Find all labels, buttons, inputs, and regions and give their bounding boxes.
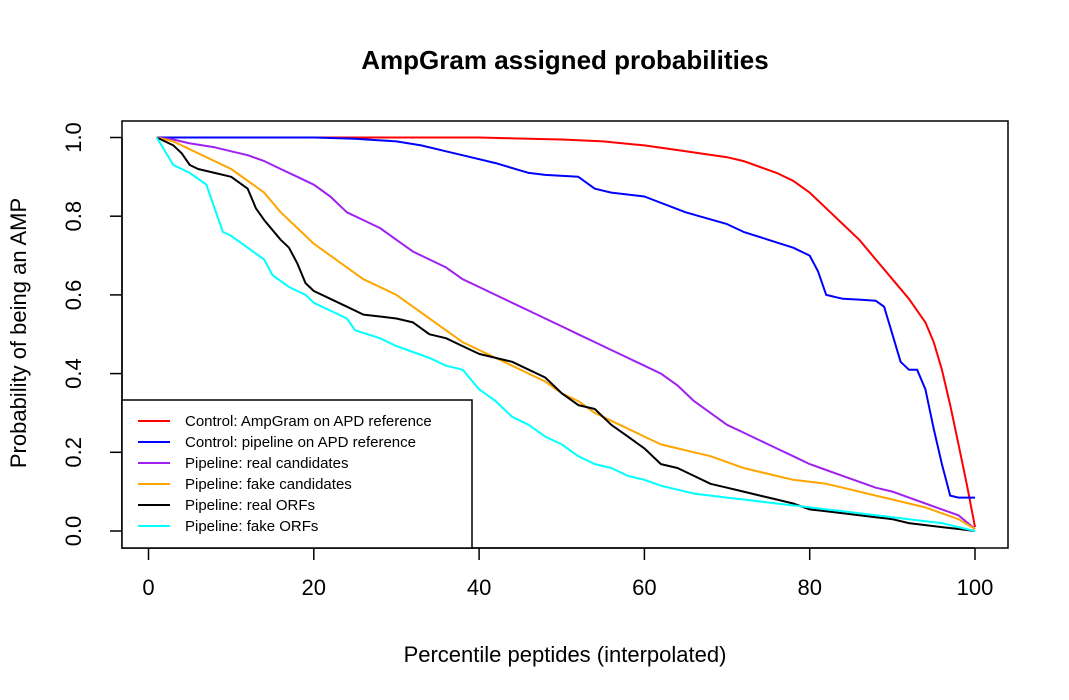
legend-label: Pipeline: real ORFs [185,497,315,514]
y-tick-label: 0.0 [61,516,86,547]
x-axis: 0 20 40 60 80 100 [142,547,994,600]
y-tick-label: 0.2 [61,437,86,468]
legend-label: Pipeline: fake ORFs [185,518,318,535]
x-tick-label: 40 [467,575,491,600]
x-tick-label: 0 [142,575,154,600]
y-axis-label: Probability of being an AMP [6,198,31,468]
x-tick-label: 80 [797,575,821,600]
series-line-5 [156,136,976,532]
x-tick-label: 100 [957,575,994,600]
x-tick-label: 60 [632,575,656,600]
series-line-4 [156,136,976,530]
legend-label: Control: AmpGram on APD reference [185,413,432,430]
y-tick-label: 1.0 [61,122,86,153]
legend-label: Pipeline: real candidates [185,455,348,472]
chart-title: AmpGram assigned probabilities [361,45,768,75]
legend-box [121,399,473,549]
series-line-1 [156,136,976,528]
series-layer [155,136,976,532]
series-line-3 [156,136,976,530]
series-line-6 [155,136,976,532]
legend-label: Pipeline: fake candidates [185,476,352,493]
y-axis: 0.0 0.2 0.4 0.6 0.8 1.0 [61,122,123,547]
x-tick-label: 20 [302,575,326,600]
y-tick-label: 0.6 [61,280,86,311]
y-tick-label: 0.8 [61,201,86,232]
series-line-2 [156,136,975,499]
legend-label: Control: pipeline on APD reference [185,434,416,451]
x-axis-label: Percentile peptides (interpolated) [404,642,727,667]
legend: Control: AmpGram on APD reference Control… [121,399,473,549]
y-tick-label: 0.4 [61,358,86,389]
